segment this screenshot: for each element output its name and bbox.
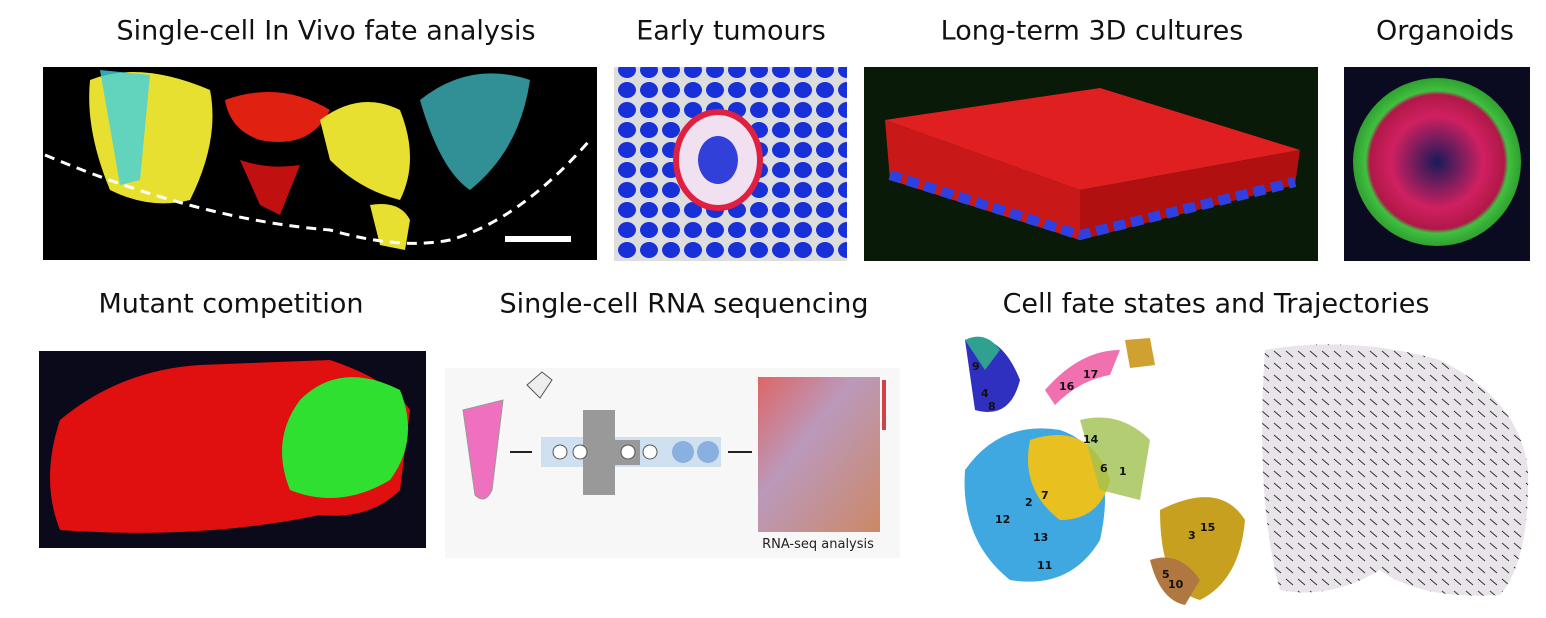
panel-title: Single-cell RNA sequencing [499, 289, 868, 320]
cluster-label: 17 [1083, 368, 1098, 381]
panel-title: Single-cell In Vivo fate analysis [116, 16, 535, 47]
cluster-label: 3 [1188, 529, 1196, 542]
panel-title: Cell fate states and Trajectories [1003, 289, 1430, 320]
cluster-label: 10 [1168, 578, 1184, 591]
cluster-label: 15 [1200, 521, 1215, 534]
cluster-label: 13 [1033, 531, 1048, 544]
panel-title: Early tumours [636, 16, 826, 47]
cluster-label: 4 [981, 387, 989, 400]
cluster-label: 1 [1119, 465, 1127, 478]
cluster-label: 5 [1162, 568, 1170, 581]
culture-image [864, 67, 1318, 261]
cluster-label: 6 [1100, 462, 1108, 475]
cluster-label: 9 [972, 360, 980, 373]
cluster-label: 12 [995, 513, 1010, 526]
cluster-label: 7 [1041, 489, 1049, 502]
organoid-image [1344, 67, 1530, 261]
panel-title: Organoids [1376, 16, 1514, 47]
in-vivo-image [43, 67, 597, 260]
trajectory-image [1262, 344, 1529, 596]
panel-title: Mutant competition [98, 289, 363, 320]
cluster-label: 16 [1059, 380, 1075, 393]
cluster-label: 14 [1083, 433, 1099, 446]
mutant-image [39, 351, 426, 548]
rna-seq-label: RNA-seq analysis [762, 537, 874, 552]
panel-title: Long-term 3D cultures [941, 16, 1244, 47]
rna-seq-diagram: RNA-seq analysis [445, 368, 900, 558]
cluster-label: 8 [988, 400, 996, 413]
umap-image [964, 336, 1245, 605]
tumour-image [614, 67, 847, 261]
cluster-label: 2 [1025, 496, 1033, 509]
cluster-label: 11 [1037, 559, 1052, 572]
